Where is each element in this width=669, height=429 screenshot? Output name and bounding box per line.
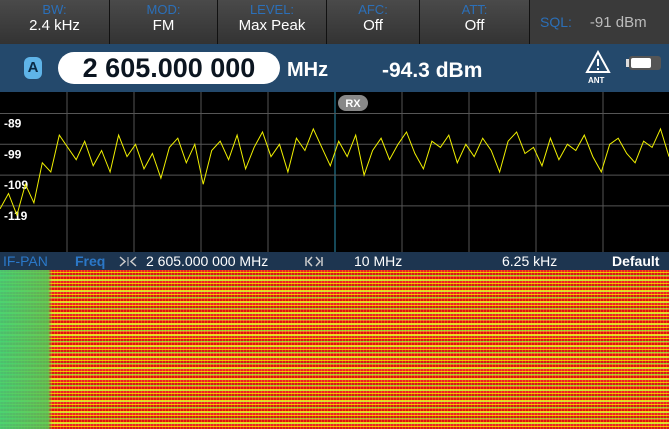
span-value: 10 MHz xyxy=(354,253,403,269)
mode-label: IF-PAN xyxy=(3,253,48,269)
button-value: Max Peak xyxy=(238,17,306,34)
antenna-warning-icon xyxy=(585,50,611,73)
center-frequency: 2 605.000 000 MHz xyxy=(146,253,269,269)
button-label: BW: xyxy=(42,2,67,17)
antenna-label: ANT xyxy=(588,76,605,85)
squelch-button[interactable]: SQL: -91 dBm xyxy=(530,0,669,44)
button-label: ATT: xyxy=(461,2,488,17)
marker-label: RX xyxy=(345,98,361,110)
squelch-value: -91 dBm xyxy=(589,13,647,31)
button-value: FM xyxy=(152,17,175,34)
footer-bar: IF-PAN Freq 2 605.000 000 MHz 10 MHz 6.2… xyxy=(0,252,669,270)
button-value: 2.4 kHz xyxy=(29,17,80,34)
status-bar: A 2 605.000 000 MHz -94.3 dBm ANT xyxy=(0,44,669,92)
y-tick-label: -109 xyxy=(4,178,28,192)
center-icon xyxy=(119,256,137,267)
button-value: Off xyxy=(464,17,485,34)
button-label: AFC: xyxy=(358,2,388,17)
param-label[interactable]: Freq xyxy=(75,253,106,269)
frequency-unit: MHz xyxy=(287,59,329,81)
button-label: LEVEL: xyxy=(249,2,295,17)
preset-value: Default xyxy=(612,253,660,269)
level-readout: -94.3 dBm xyxy=(382,59,483,82)
button-label: MOD: xyxy=(146,2,181,17)
spectrum-trace xyxy=(0,127,669,217)
span-icon xyxy=(305,256,323,267)
battery-icon xyxy=(626,56,661,70)
toolbar-button[interactable]: BW: 2.4 kHz xyxy=(0,0,110,44)
toolbar-button[interactable]: MOD: FM xyxy=(110,0,218,44)
button-value: Off xyxy=(363,17,383,34)
squelch-label: SQL: xyxy=(540,14,572,30)
frequency-display[interactable]: 2 605.000 000 xyxy=(58,52,280,84)
y-tick-label: -119 xyxy=(4,209,28,223)
toolbar-button[interactable]: LEVEL: Max Peak xyxy=(218,0,327,44)
y-tick-label: -99 xyxy=(4,147,22,161)
toolbar-button[interactable]: AFC: Off xyxy=(327,0,420,44)
toolbar-button[interactable]: ATT: Off xyxy=(420,0,530,44)
waterfall-display xyxy=(0,270,669,429)
spectrum-plot: -89 -99 -109 -119 RX xyxy=(0,92,669,252)
marker-badge xyxy=(338,95,368,111)
y-tick-label: -89 xyxy=(4,117,22,131)
channel-badge: A xyxy=(24,57,42,79)
resolution-value: 6.25 kHz xyxy=(502,253,558,269)
